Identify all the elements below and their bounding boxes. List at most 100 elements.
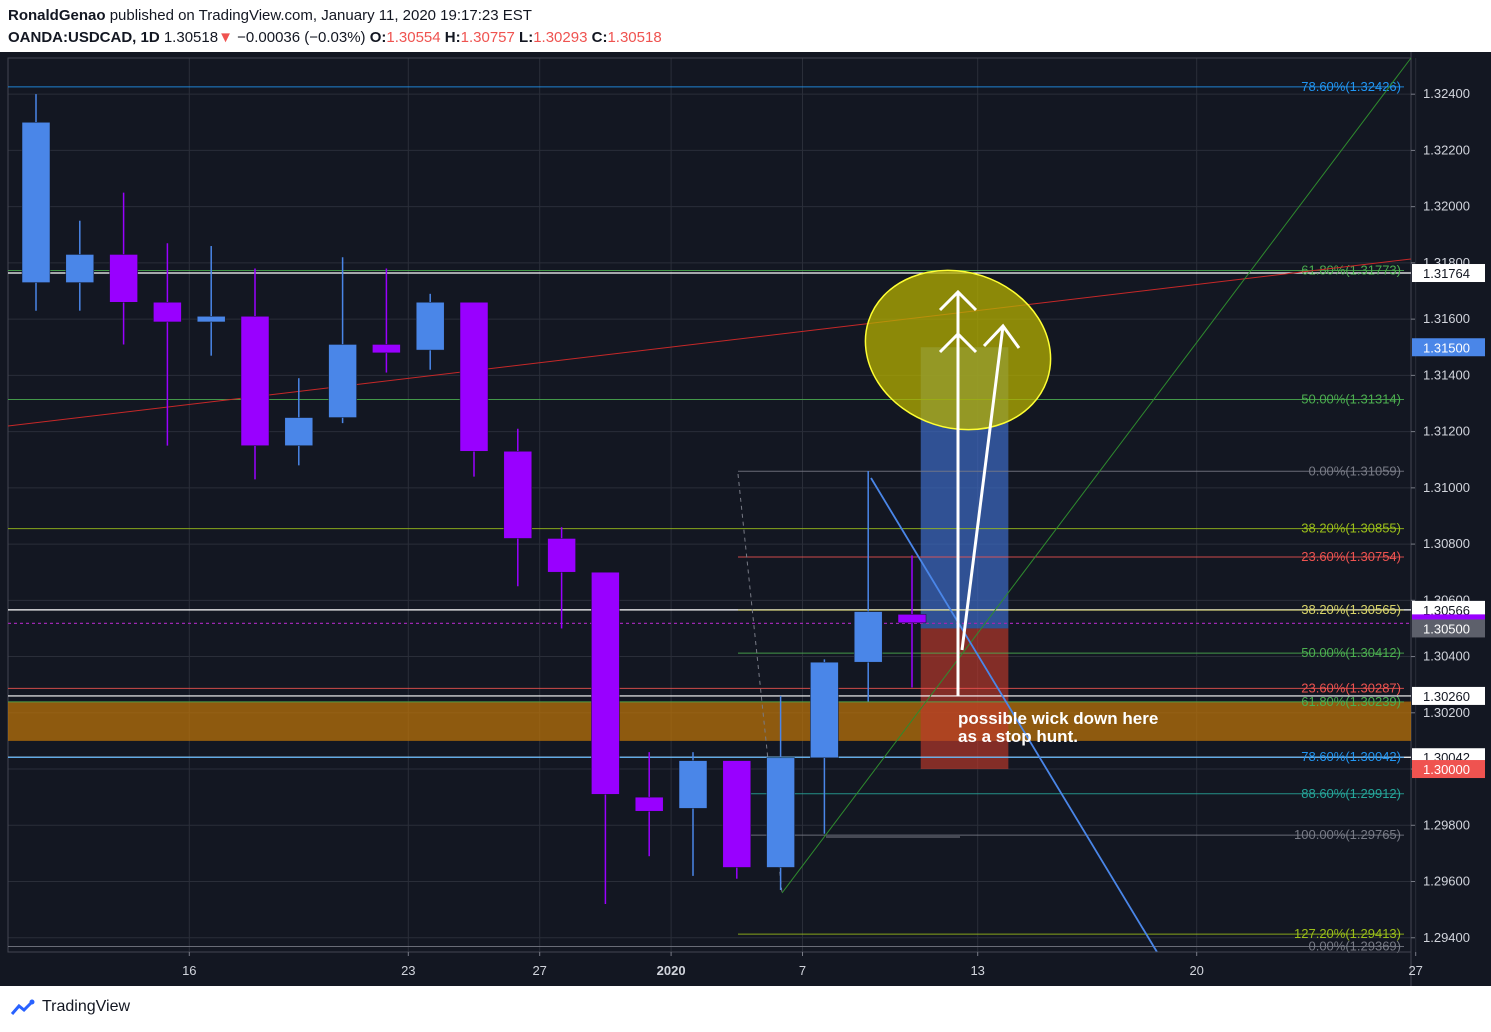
time-axis-label: 27: [1408, 963, 1422, 978]
symbol-label: OANDA:USDCAD, 1D: [8, 29, 160, 46]
arrow-up-2: [960, 325, 1005, 651]
price-axis-label: 1.32400: [1423, 86, 1470, 101]
candle-body: [853, 611, 883, 663]
candle-body: [21, 122, 51, 283]
candle-body: [591, 571, 620, 795]
price-axis-label: 1.30400: [1423, 649, 1470, 664]
price-tag-label: 1.31764: [1423, 266, 1470, 281]
time-axis-label: 23: [401, 963, 415, 978]
price-axis-label: 1.31200: [1423, 424, 1470, 439]
publish-info: RonaldGenao published on TradingView.com…: [8, 7, 532, 24]
candle-body: [284, 417, 314, 446]
fib-level-label: 88.60%(1.29912): [1301, 786, 1401, 801]
open-value: 1.30554: [386, 29, 441, 46]
candle-body: [678, 760, 708, 809]
fib-level-label: 38.20%(1.30855): [1301, 521, 1401, 536]
price-tag: [1412, 686, 1485, 705]
candle-body: [415, 302, 445, 351]
position-stop-zone: [920, 628, 1009, 770]
fib-level-label: 78.60%(1.30042): [1301, 749, 1401, 764]
candle-body: [372, 344, 401, 354]
author-name[interactable]: RonaldGenao: [8, 7, 106, 24]
candle-body: [810, 661, 839, 759]
time-axis-label: 27: [532, 963, 546, 978]
close-value: 1.30518: [607, 29, 662, 46]
price-tag-label: 1.30500: [1423, 621, 1470, 636]
open-label: O:: [369, 29, 387, 46]
fib-level-label: 61.80%(1.31773): [1301, 262, 1401, 277]
chart-header: RonaldGenao published on TradingView.com…: [0, 0, 1491, 52]
arrow-head-icon: [938, 289, 978, 312]
candle-body: [722, 760, 752, 868]
high-value: 1.30757: [460, 29, 515, 46]
price-axis-label: 1.29400: [1423, 930, 1470, 945]
price-tag-label: 1.30566: [1423, 603, 1470, 618]
fib-level-label: 127.20%(1.29413): [1294, 926, 1401, 941]
arrow-head-icon: [982, 323, 1021, 349]
high-label: H:: [444, 29, 461, 46]
blue-trend-line: [870, 477, 1158, 953]
price-tag-label: 1.30260: [1423, 689, 1470, 704]
candle-body: [196, 316, 226, 323]
candle-body: [547, 538, 576, 573]
time-axis-label: 7: [799, 963, 806, 978]
fib-level-label: 0.00%(1.31059): [1308, 463, 1401, 478]
candle-body: [897, 614, 927, 624]
fib-level-label: 100.00%(1.29765): [1294, 827, 1401, 842]
red-trend-line: [7, 258, 1412, 427]
candle-body: [503, 451, 533, 539]
arrow-head-icon: [938, 331, 978, 354]
price-axis-label: 1.32000: [1423, 199, 1470, 214]
time-axis-label: 2020: [657, 963, 686, 978]
candle-body: [65, 254, 95, 283]
low-value: 1.30293: [533, 29, 588, 46]
price-axis-label: 1.31000: [1423, 480, 1470, 495]
down-arrow-icon: ▼: [218, 29, 233, 46]
close-label: C:: [591, 29, 608, 46]
fib-level-label: 38.20%(1.30565): [1301, 602, 1401, 617]
candle-body: [153, 302, 182, 323]
price-axis-label: 1.29600: [1423, 874, 1470, 889]
candle-body: [459, 302, 489, 452]
candle-body: [240, 316, 270, 446]
fib-level-label: 23.60%(1.30287): [1301, 680, 1401, 695]
time-axis-label: 16: [182, 963, 196, 978]
annotation-text: possible wick down here: [958, 709, 1158, 728]
fib-dashed-trendline: [737, 473, 783, 894]
ohlc-legend: OANDA:USDCAD, 1D 1.30518▼ −0.00036 (−0.0…: [8, 29, 662, 46]
candle-body: [766, 757, 795, 868]
publish-date: published on TradingView.com, January 11…: [109, 7, 532, 24]
fib-level-label: 61.80%(1.30239): [1301, 694, 1401, 709]
price-tag-label: 1.31500: [1423, 340, 1470, 355]
price-change: −0.00036 (−0.03%): [237, 29, 366, 46]
green-trend-line: [781, 57, 1412, 894]
low-label: L:: [519, 29, 534, 46]
fib-level-label: 23.60%(1.30754): [1301, 549, 1401, 564]
annotation-text: as a stop hunt.: [958, 727, 1078, 746]
fib-level-label: 50.00%(1.30412): [1301, 645, 1401, 660]
time-axis-label: 20: [1189, 963, 1203, 978]
fib-level-label: 0.00%(1.29369): [1308, 938, 1401, 953]
last-price: 1.30518: [163, 29, 219, 46]
demand-zone: [8, 701, 1411, 741]
time-axis-label: 13: [970, 963, 984, 978]
tradingview-logo-icon[interactable]: [10, 998, 38, 1018]
candle-body: [634, 796, 664, 812]
price-axis-label: 1.30200: [1423, 705, 1470, 720]
price-axis-label: 1.30800: [1423, 536, 1470, 551]
plot-frame: [7, 57, 1412, 953]
price-tag: [1412, 760, 1485, 779]
candle-body: [109, 254, 138, 303]
price-axis-label: 1.31400: [1423, 367, 1470, 382]
candle-body: [328, 344, 357, 418]
price-tag: [1412, 264, 1485, 283]
brand-name[interactable]: TradingView: [42, 998, 131, 1015]
price-axis-label: 1.31600: [1423, 311, 1470, 326]
candlestick-chart[interactable]: 78.60%(1.32426) 61.80%(1.31773) 50.00%(1.3…: [0, 52, 1491, 986]
price-axis-label: 1.29800: [1423, 817, 1470, 832]
fib-level-label: 78.60%(1.32426): [1301, 79, 1401, 94]
price-tag: [1412, 338, 1485, 357]
chart-footer: TradingView: [0, 986, 1491, 1032]
price-tag: [1412, 619, 1485, 638]
fib-level-label: 50.00%(1.31314): [1301, 392, 1401, 407]
